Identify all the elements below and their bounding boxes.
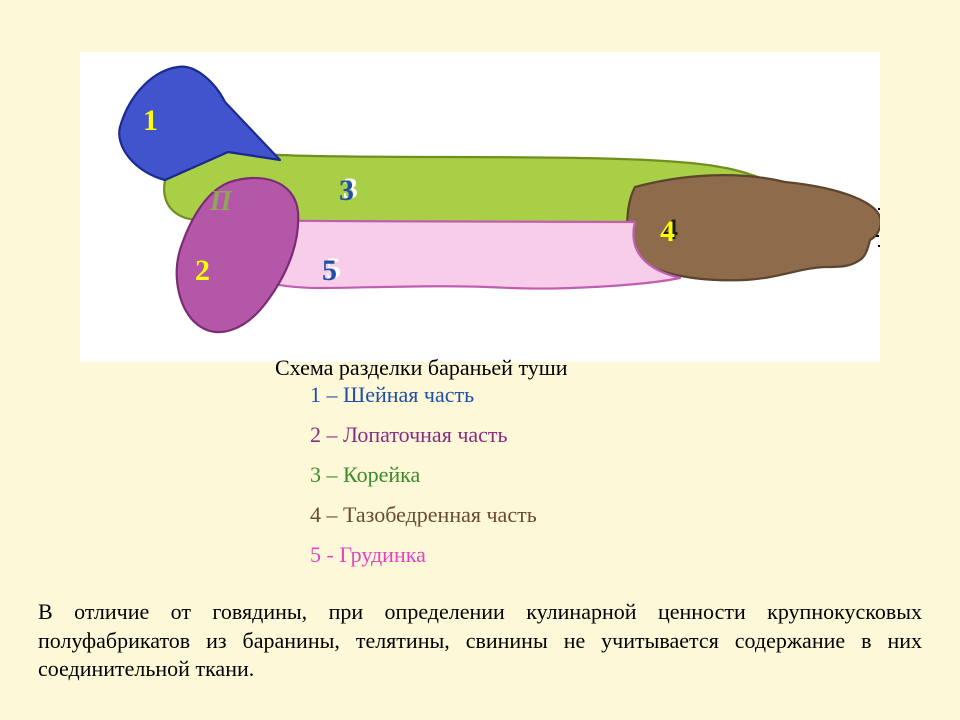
diagram-title-text: Схема разделки бараньей туши [275, 355, 568, 380]
legend-item-5: 5 - Грудинка [310, 542, 537, 568]
diagram-area: П12334455 [80, 52, 880, 362]
lamb-diagram: П12334455 [80, 52, 880, 362]
legend-item-4: 4 – Тазобедренная часть [310, 502, 537, 528]
neck-label: 1 [143, 104, 158, 137]
brisket-label: 5 [322, 254, 337, 287]
diagram-title: Схема разделки бараньей туши [0, 355, 960, 381]
legend-item-3: 3 – Корейка [310, 462, 537, 488]
shoulder-label: 2 [195, 254, 210, 287]
loin-label: 3 [339, 174, 354, 207]
letter-p: П [209, 186, 233, 217]
tick-mark [878, 245, 880, 247]
tick-mark [878, 208, 880, 210]
body-paragraph: В отличие от говядины, при определении к… [38, 598, 922, 684]
body-paragraph-text: В отличие от говядины, при определении к… [38, 599, 922, 681]
slide-page: П12334455 Схема разделки бараньей туши 1… [0, 0, 960, 720]
legend-item-2: 2 – Лопаточная часть [310, 422, 537, 448]
legend-item-1: 1 – Шейная часть [310, 382, 537, 408]
hip-label: 4 [660, 215, 675, 248]
tick-mark [876, 235, 879, 237]
legend: 1 – Шейная часть 2 – Лопаточная часть 3 – … [310, 382, 537, 582]
